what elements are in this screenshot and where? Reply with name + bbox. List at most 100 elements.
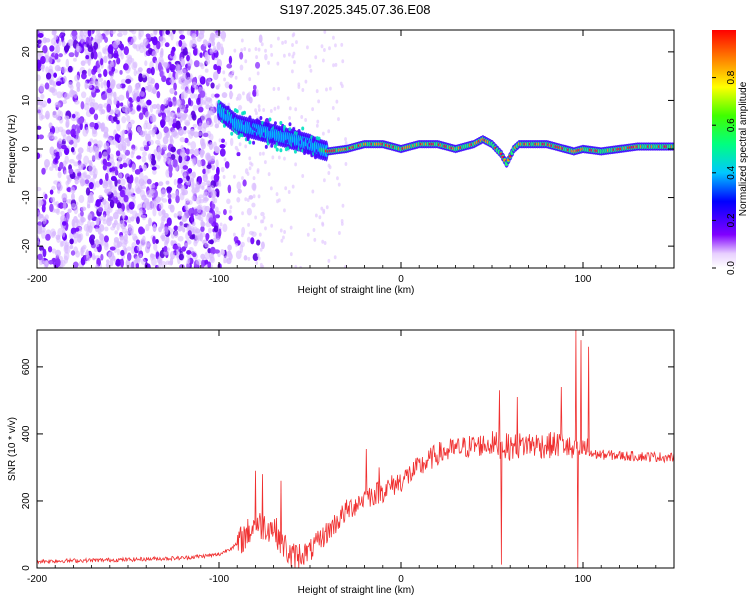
spectrogram-cell xyxy=(63,75,67,83)
spectrogram-cell xyxy=(106,259,110,264)
spectrogram-cell xyxy=(86,147,91,153)
spectrogram-cell xyxy=(63,170,68,175)
spectrogram-cell xyxy=(124,137,130,143)
spectrogram-cell xyxy=(121,211,126,220)
spectrogram-cell xyxy=(241,226,246,236)
spectrogram-cell xyxy=(337,182,341,187)
spectrogram-cell xyxy=(70,128,76,138)
spectrogram-cell xyxy=(321,222,325,227)
spectrogram-cell xyxy=(50,196,56,203)
spectrogram-cell xyxy=(200,138,205,147)
spectrogram-cell xyxy=(167,193,172,199)
spectrogram-cell xyxy=(135,262,139,268)
spectrogram-cell xyxy=(188,114,193,121)
spectrogram-cell xyxy=(251,202,256,208)
spectrogram-cell xyxy=(179,264,185,268)
spectrogram-cell xyxy=(54,157,58,164)
spectrogram-cell xyxy=(198,106,204,113)
spectrogram-ylabel: Frequency (Hz) xyxy=(7,115,18,184)
spectrogram-cell xyxy=(61,221,67,226)
spectrogram-cell xyxy=(236,152,241,157)
spectrogram-cell xyxy=(58,53,63,58)
spectrogram-cell xyxy=(161,75,167,83)
spectrogram-ytick-label: -10 xyxy=(21,190,32,205)
spectrogram-cell xyxy=(260,42,264,47)
spectrogram-cell xyxy=(152,36,158,46)
spectrogram-cell xyxy=(38,134,44,140)
spectrogram-cell xyxy=(69,238,74,245)
spectrogram-cell xyxy=(37,134,40,140)
spectrogram-cell xyxy=(125,259,131,268)
spectrogram-cell xyxy=(204,51,209,60)
spectrogram-cell xyxy=(74,227,80,232)
spectrogram-cell xyxy=(216,59,222,68)
spectrogram-cell xyxy=(70,147,75,153)
spectrogram-cell xyxy=(178,30,183,34)
spectrogram-cell xyxy=(313,237,317,242)
snr-xtick-label: -200 xyxy=(27,574,47,585)
spectrogram-cell xyxy=(130,151,134,159)
spectrogram-cell xyxy=(87,159,93,165)
spectrogram-cell xyxy=(115,150,121,157)
spectrogram-cell xyxy=(182,189,188,196)
spectrogram-cell xyxy=(248,140,252,145)
spectrogram-cell xyxy=(270,143,274,148)
spectrogram-cell xyxy=(199,149,205,156)
spectrogram-cell xyxy=(281,40,284,45)
spectrogram-cell xyxy=(49,78,53,85)
spectrogram-cell xyxy=(249,161,252,166)
spectrogram-cell xyxy=(70,186,76,194)
spectrogram-cell xyxy=(178,39,183,47)
spectrogram-cell xyxy=(202,168,207,175)
snr-xlabel: Height of straight line (km) xyxy=(298,585,415,596)
spectrogram-cell xyxy=(147,81,152,87)
spectrogram-cell xyxy=(180,148,186,157)
spectrogram-cell xyxy=(75,250,80,258)
spectrogram-cell xyxy=(297,82,301,87)
spectrogram-cell xyxy=(158,210,163,217)
spectrogram-cell xyxy=(299,265,303,268)
spectrogram-cell xyxy=(170,49,175,57)
spectrogram-cell xyxy=(206,164,212,169)
spectrogram-cell xyxy=(153,30,158,35)
spectrogram-cell xyxy=(242,91,245,96)
spectrogram-cell xyxy=(83,102,90,111)
spectrogram-cell xyxy=(49,45,55,52)
spectrogram-cell xyxy=(74,74,80,82)
spectrogram-cell xyxy=(102,47,107,54)
spectrogram-cell xyxy=(211,196,216,205)
spectrogram-cell xyxy=(177,64,182,74)
spectrogram-cell xyxy=(85,174,91,180)
spectrogram-cell xyxy=(262,151,265,156)
spectrogram-cell xyxy=(54,52,59,60)
spectrogram-cell xyxy=(216,166,220,176)
spectrogram-cell xyxy=(191,180,195,189)
spectrogram-cell xyxy=(228,55,233,65)
spectrogram-cell xyxy=(112,255,116,261)
spectrogram-cell xyxy=(130,37,136,46)
spectrogram-cell xyxy=(187,97,192,106)
spectrogram-cell xyxy=(151,114,157,123)
spectrogram-cell xyxy=(257,104,261,109)
spectrogram-cell xyxy=(191,157,198,165)
snr-ytick-label: 0 xyxy=(21,565,32,571)
spectrogram-cell xyxy=(116,240,121,249)
spectrogram-cell xyxy=(316,119,320,124)
spectrogram-cell xyxy=(289,225,293,230)
spectrogram-cell xyxy=(97,73,102,78)
spectrogram-cell xyxy=(267,60,270,65)
spectrogram-cell xyxy=(282,53,286,58)
spectrogram-cell xyxy=(335,99,339,104)
spectrogram-cell xyxy=(39,83,45,93)
spectrogram-cell xyxy=(270,52,274,57)
spectrogram-cell xyxy=(67,208,72,214)
spectrogram-cell xyxy=(259,116,263,121)
colorbar-tick-label: 0.2 xyxy=(726,213,737,227)
spectrogram-cell xyxy=(194,187,200,193)
spectrogram-cell xyxy=(213,173,220,182)
spectrogram-cell xyxy=(338,231,341,236)
spectrogram-cell xyxy=(138,73,143,83)
spectrogram-cell xyxy=(131,62,138,71)
spectrogram-cell xyxy=(85,54,90,60)
spectrogram-cell xyxy=(231,70,235,75)
